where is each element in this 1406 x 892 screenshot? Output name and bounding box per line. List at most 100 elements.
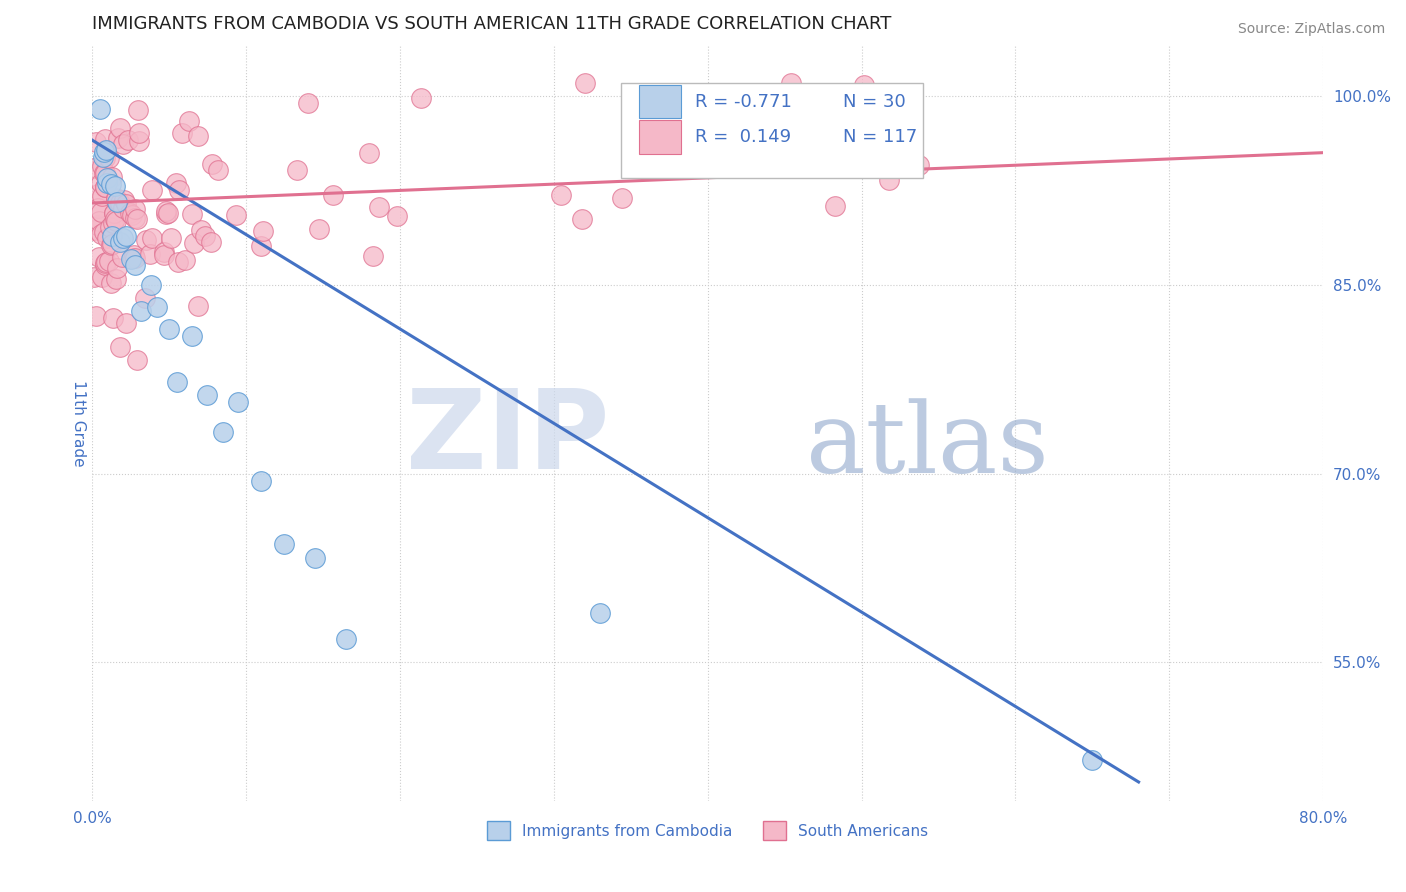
Point: [304, 551, 326, 566]
Point: [124, 202, 146, 216]
Point: [111, 231, 134, 245]
Point: [190, 222, 212, 236]
Point: [90, 205, 112, 219]
Point: [153, 245, 176, 260]
Point: [100, 238, 122, 252]
Point: [187, 129, 209, 144]
Point: [122, 248, 145, 262]
Point: [89, 102, 111, 116]
Point: [105, 271, 128, 285]
Point: [197, 387, 219, 401]
Point: [103, 206, 125, 220]
Point: [156, 206, 179, 220]
Point: [824, 199, 846, 213]
Point: [908, 158, 931, 172]
Point: [357, 145, 380, 160]
Point: [94, 180, 117, 194]
Point: [98, 219, 121, 234]
Text: atlas: atlas: [806, 398, 1049, 494]
Point: [117, 133, 139, 147]
Point: [183, 235, 205, 250]
Point: [207, 163, 229, 178]
Point: [780, 77, 803, 91]
Point: [612, 191, 634, 205]
Point: [90, 227, 112, 241]
Point: [180, 207, 202, 221]
Point: [94, 143, 117, 157]
Text: N = 30: N = 30: [844, 93, 905, 111]
Point: [124, 252, 146, 266]
Point: [84, 309, 107, 323]
Point: [250, 238, 273, 252]
Point: [173, 252, 195, 267]
Point: [104, 214, 127, 228]
Point: [100, 276, 122, 290]
Point: [110, 196, 132, 211]
Point: [128, 135, 150, 149]
Text: ZIP: ZIP: [406, 384, 609, 491]
Point: [107, 261, 129, 276]
Point: [368, 200, 391, 214]
Point: [678, 158, 700, 172]
Point: [112, 193, 135, 207]
Point: [135, 233, 157, 247]
Point: [141, 183, 163, 197]
Point: [90, 188, 112, 202]
Point: [111, 137, 134, 152]
Point: [100, 177, 122, 191]
Point: [108, 235, 131, 250]
Point: [127, 353, 149, 368]
Point: [98, 253, 121, 268]
Point: [115, 228, 138, 243]
Point: [200, 235, 222, 249]
Point: [120, 252, 142, 267]
Y-axis label: 11th Grade: 11th Grade: [72, 380, 86, 467]
Text: R = -0.771: R = -0.771: [696, 93, 792, 111]
Point: [169, 183, 191, 197]
Point: [112, 201, 135, 215]
Point: [571, 211, 593, 226]
Point: [779, 120, 801, 135]
Point: [115, 197, 138, 211]
Point: [134, 291, 156, 305]
Point: [101, 169, 124, 184]
Point: [90, 269, 112, 284]
Text: IMMIGRANTS FROM CAMBODIA VS SOUTH AMERICAN 11TH GRADE CORRELATION CHART: IMMIGRANTS FROM CAMBODIA VS SOUTH AMERIC…: [91, 15, 891, 33]
Point: [90, 176, 112, 190]
Text: N = 117: N = 117: [844, 128, 917, 146]
Point: [111, 250, 134, 264]
Point: [94, 131, 117, 145]
Point: [83, 223, 105, 237]
Point: [273, 537, 295, 551]
Point: [308, 222, 330, 236]
Point: [124, 211, 146, 226]
Point: [83, 269, 105, 284]
Point: [385, 209, 408, 223]
Point: [93, 151, 115, 165]
Point: [285, 163, 308, 178]
Point: [212, 425, 235, 439]
Point: [157, 322, 180, 336]
Point: [115, 316, 138, 330]
Point: [96, 176, 118, 190]
Point: [104, 179, 127, 194]
Point: [105, 194, 128, 209]
Point: [120, 205, 142, 219]
Text: R =  0.149: R = 0.149: [696, 128, 792, 146]
Point: [87, 187, 110, 202]
Point: [155, 204, 177, 219]
Point: [87, 214, 110, 228]
FancyBboxPatch shape: [621, 84, 924, 178]
Point: [201, 157, 224, 171]
Point: [250, 474, 273, 488]
Point: [101, 237, 124, 252]
FancyBboxPatch shape: [638, 120, 681, 153]
Point: [225, 208, 247, 222]
Point: [96, 170, 118, 185]
Point: [124, 258, 146, 272]
Point: [108, 340, 131, 354]
Point: [125, 211, 148, 226]
Point: [589, 607, 612, 621]
Point: [139, 247, 162, 261]
Point: [409, 91, 432, 105]
